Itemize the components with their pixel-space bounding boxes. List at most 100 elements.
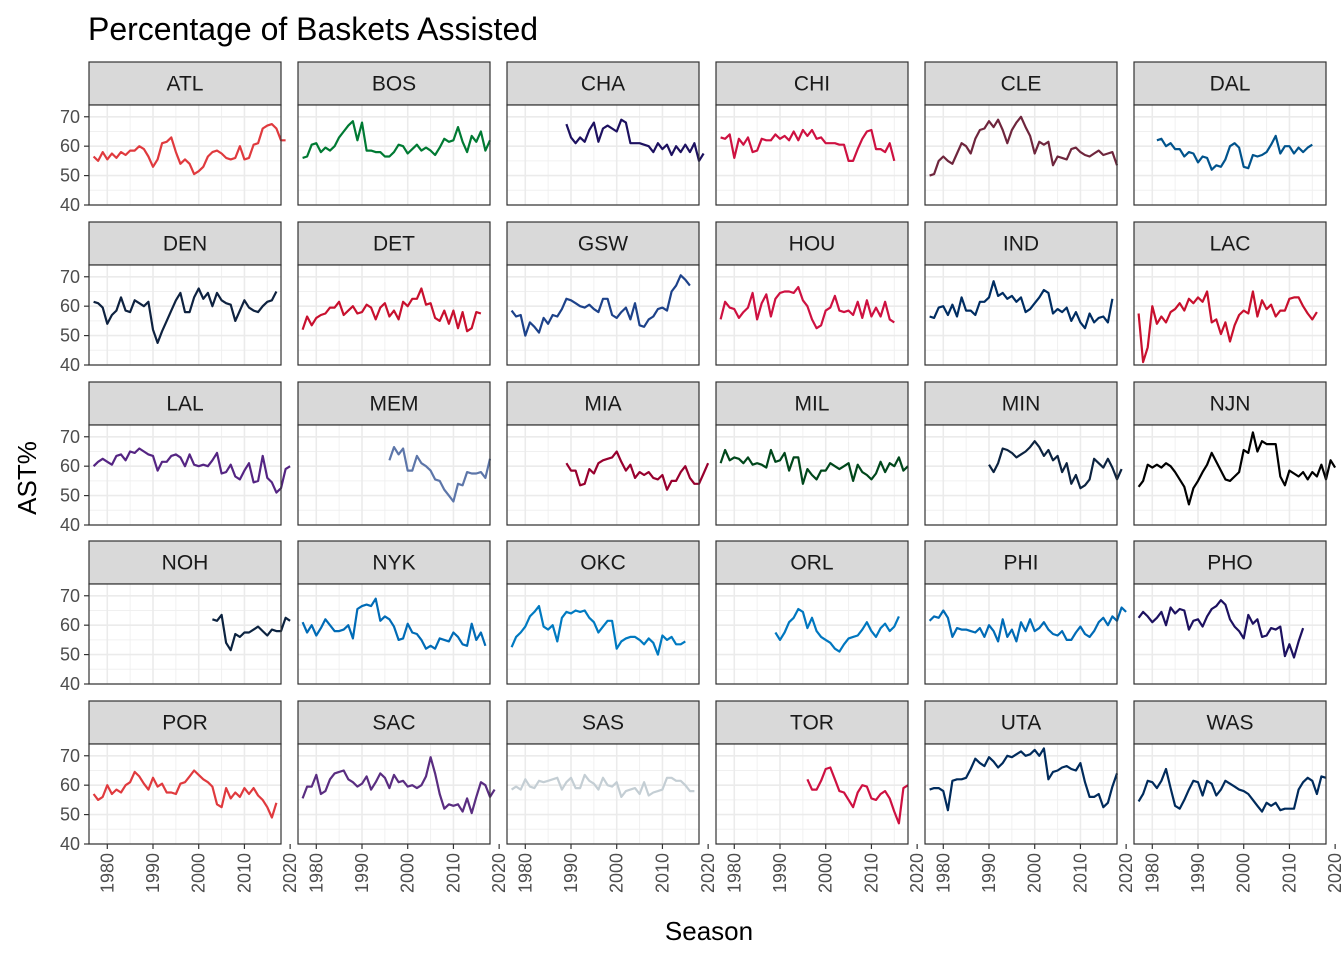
panel-border (506, 583, 700, 685)
strip-background (1133, 221, 1327, 266)
facet-panel-ind: IND (924, 221, 1118, 366)
x-tick-label: 2000 (607, 853, 627, 893)
panel-background (1134, 425, 1326, 525)
panel-background (298, 105, 490, 205)
x-tick-label: 2000 (816, 853, 836, 893)
panel-border (924, 583, 1118, 685)
series-line-was (1137, 767, 1327, 813)
series-line-mem (388, 446, 492, 503)
strip-label: UTA (1001, 712, 1041, 735)
panel-border (1133, 104, 1327, 206)
series-line-orl (774, 607, 900, 653)
panel-border (297, 583, 491, 685)
facet-panel-mem: MEM (297, 381, 492, 526)
strip-background (297, 221, 491, 266)
x-tick-label: 2010 (1279, 853, 1299, 893)
panel-border (924, 264, 1118, 366)
panel-border (506, 743, 700, 845)
strip-label: MIN (1002, 393, 1041, 416)
panel-border (1133, 424, 1327, 526)
series-line-sas (510, 773, 695, 799)
facet-panel-was: WAS 1980 1990 2000 2010 2020 (1133, 700, 1344, 893)
strip-label: OKC (580, 552, 626, 575)
series-line-cha (565, 118, 705, 162)
panel-border (297, 264, 491, 366)
x-tick-label: 2000 (1025, 853, 1045, 893)
panel-background (298, 744, 490, 844)
strip-label: MIA (584, 393, 621, 416)
series-line-min (988, 440, 1123, 490)
facet-panels: ATL 40 50 60 70 BOS CHA CHI CLE DAL DEN 40 50 60 70 DET… (60, 61, 1344, 893)
series-line-mil (719, 448, 909, 485)
series-line-uta (929, 747, 1119, 812)
x-tick-label: 2000 (189, 853, 209, 893)
facet-panel-okc: OKC (506, 540, 700, 685)
panel-border (88, 104, 282, 206)
series-line-gsw (510, 274, 691, 337)
strip-label: NYK (372, 552, 415, 575)
facet-panel-njn: NJN (1133, 381, 1337, 526)
strip-label: WAS (1206, 712, 1253, 735)
panel-border (715, 583, 909, 685)
strip-background (88, 221, 282, 266)
panel-background (89, 265, 281, 365)
strip-label: DET (373, 233, 415, 256)
y-tick-label: 70 (60, 746, 80, 766)
panel-background (716, 105, 908, 205)
facet-panel-sas: SAS 1980 1990 2000 2010 2020 (506, 700, 718, 893)
panel-background (1134, 105, 1326, 205)
strip-label: CHI (794, 73, 830, 96)
panel-border (88, 583, 282, 685)
panel-border (506, 424, 700, 526)
strip-background (924, 540, 1118, 585)
x-tick-label: 1980 (724, 853, 744, 893)
y-tick-label: 70 (60, 267, 80, 287)
panel-border (1133, 743, 1327, 845)
strip-label: NJN (1210, 393, 1251, 416)
series-line-atl (92, 122, 286, 176)
panel-border (715, 264, 909, 366)
strip-background (715, 61, 909, 106)
x-tick-label: 1980 (97, 853, 117, 893)
strip-label: TOR (790, 712, 834, 735)
facet-panel-pho: PHO (1133, 540, 1327, 685)
strip-background (715, 381, 909, 426)
strip-background (715, 540, 909, 585)
x-tick-label: 1990 (143, 853, 163, 893)
panel-background (507, 584, 699, 684)
x-tick-label: 2020 (280, 853, 300, 893)
facet-panel-atl: ATL 40 50 60 70 (60, 61, 286, 215)
x-tick-label: 1990 (352, 853, 372, 893)
y-tick-label: 70 (60, 427, 80, 447)
panel-background (925, 425, 1117, 525)
y-tick-label: 60 (60, 296, 80, 316)
x-tick-label: 2010 (1070, 853, 1090, 893)
facet-panel-nyk: NYK (297, 540, 491, 685)
series-line-det (301, 287, 482, 333)
strip-label: CHA (581, 73, 625, 96)
facet-panel-tor: TOR 1980 1990 2000 2010 2020 (715, 700, 927, 893)
facet-panel-lac: LAC (1133, 221, 1327, 366)
strip-label: SAS (582, 712, 624, 735)
y-tick-label: 40 (60, 674, 80, 694)
panel-border (1133, 583, 1327, 685)
series-line-okc (510, 604, 686, 656)
y-tick-label: 40 (60, 355, 80, 375)
strip-label: LAC (1210, 233, 1251, 256)
y-tick-label: 70 (60, 586, 80, 606)
panel-background (89, 584, 281, 684)
y-tick-label: 60 (60, 775, 80, 795)
strip-background (1133, 700, 1327, 745)
series-line-ind (929, 280, 1114, 330)
series-line-bos (302, 120, 492, 159)
x-tick-label: 2020 (489, 853, 509, 893)
strip-label: ATL (167, 73, 204, 96)
y-tick-label: 50 (60, 645, 80, 665)
panel-background (1134, 744, 1326, 844)
panel-background (716, 744, 908, 844)
series-line-tor (806, 766, 909, 825)
x-tick-label: 2020 (698, 853, 718, 893)
series-line-lal (92, 447, 291, 494)
panel-background (298, 584, 490, 684)
